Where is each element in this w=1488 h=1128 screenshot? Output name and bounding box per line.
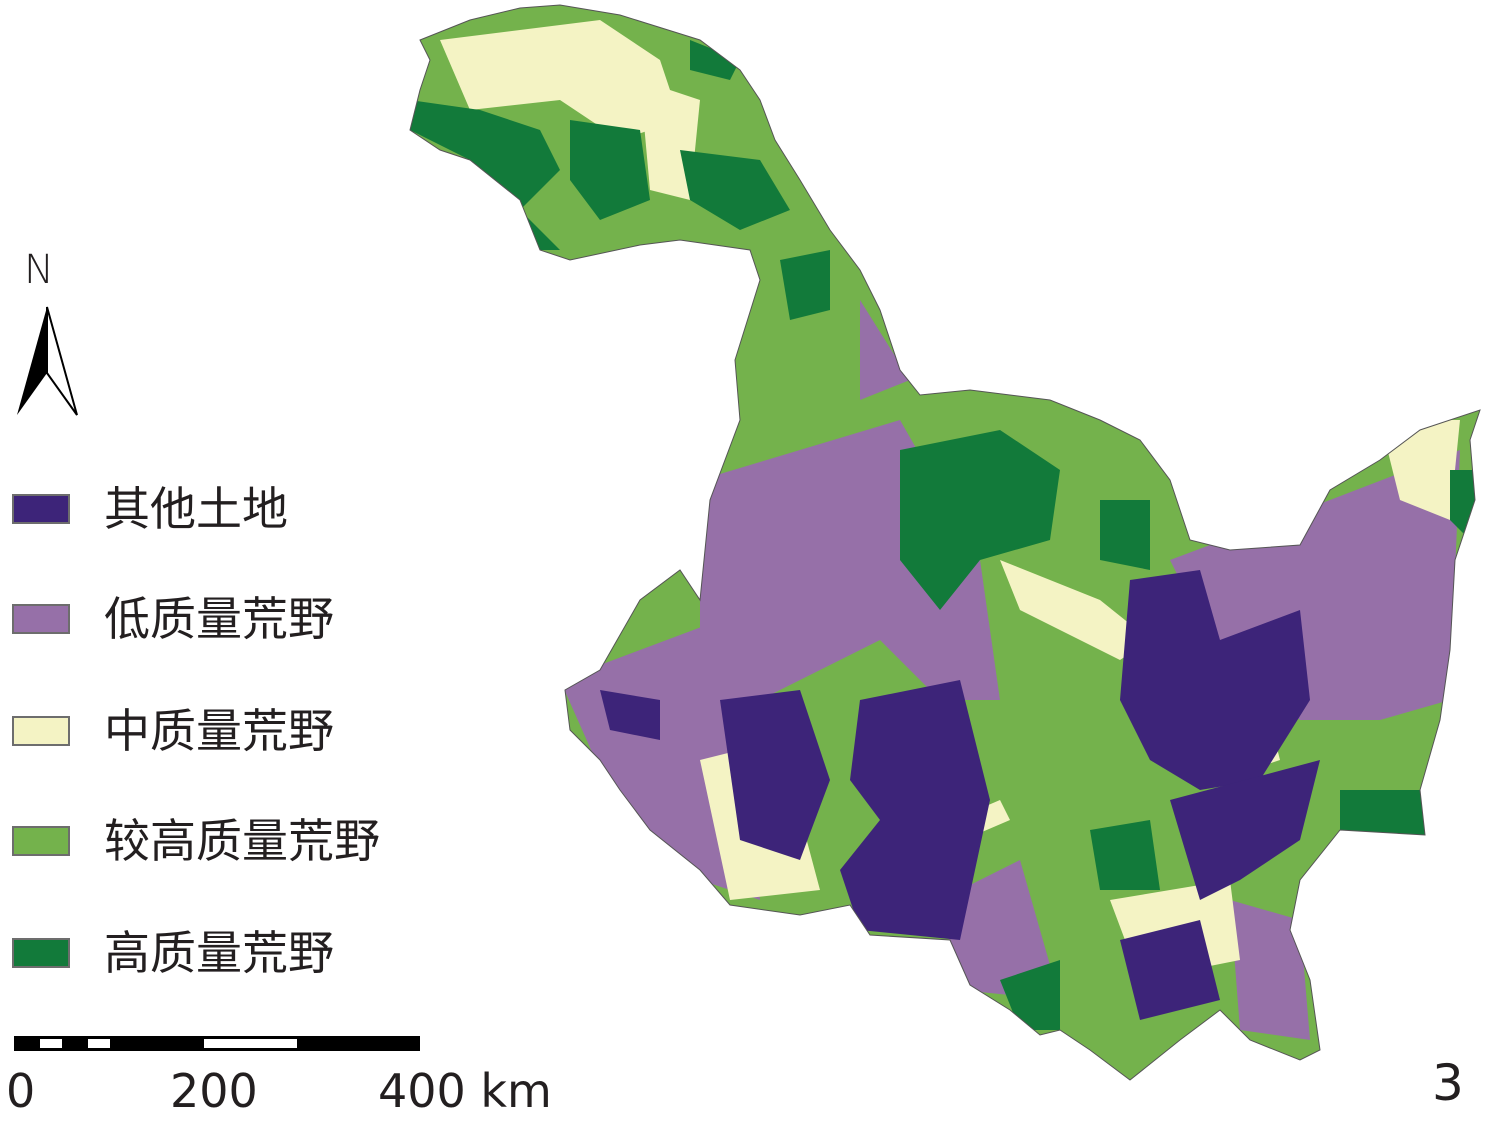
- legend-label: 较高质量荒野: [104, 814, 380, 868]
- class-fill-high-quality: [410, 40, 1480, 1030]
- scale-label-0: 0: [6, 1064, 36, 1118]
- north-arrow-icon: [17, 306, 78, 416]
- legend-label: 低质量荒野: [104, 592, 334, 646]
- legend-label: 其他土地: [104, 482, 288, 536]
- scale-label-400: 400 km: [378, 1064, 552, 1118]
- legend-swatch: [12, 938, 70, 968]
- legend-item-other-land: 其他土地: [12, 486, 288, 532]
- legend-swatch: [12, 716, 70, 746]
- legend-item-low-quality: 低质量荒野: [12, 596, 334, 642]
- legend-item-higher-quality: 较高质量荒野: [12, 818, 380, 864]
- class-fill-low-quality: [560, 300, 1460, 1040]
- land-cover-raster: [410, 5, 1480, 1080]
- class-fill-other-land: [600, 570, 1320, 1020]
- legend-item-medium-quality: 中质量荒野: [12, 708, 334, 754]
- panel-number: 3: [1432, 1054, 1464, 1112]
- legend-swatch: [12, 494, 70, 524]
- legend-swatch: [12, 604, 70, 634]
- north-label: N: [24, 247, 54, 293]
- legend-label: 中质量荒野: [104, 704, 334, 758]
- scale-bar: [14, 1036, 420, 1051]
- legend-swatch: [12, 826, 70, 856]
- legend-label: 高质量荒野: [104, 926, 334, 980]
- scale-label-200: 200: [170, 1064, 258, 1118]
- legend-item-high-quality: 高质量荒野: [12, 930, 334, 976]
